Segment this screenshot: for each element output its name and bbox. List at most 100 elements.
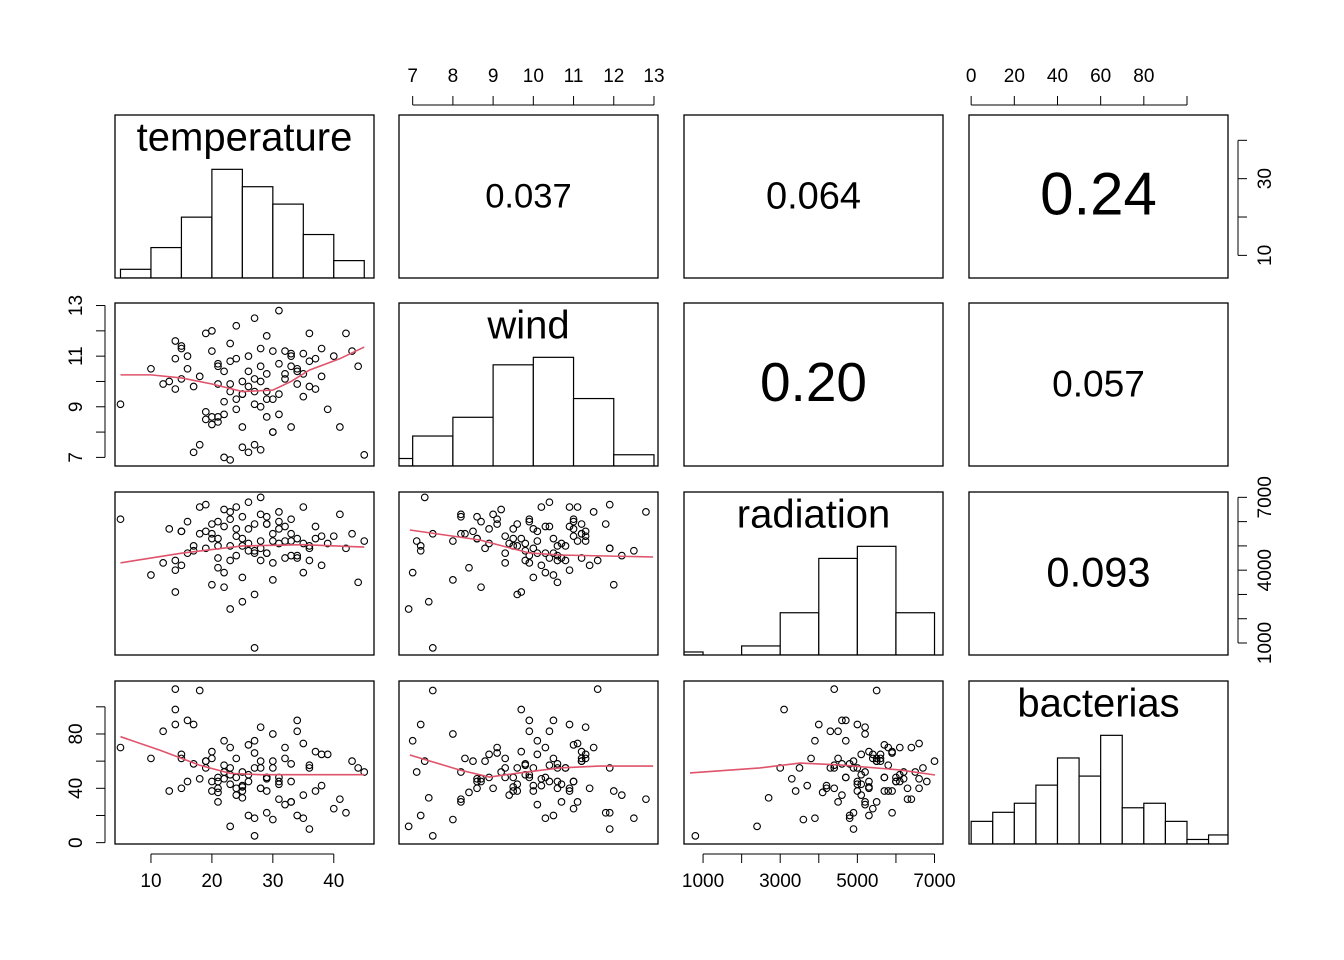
scatter-point <box>244 352 253 361</box>
scatter-point <box>281 743 289 752</box>
scatter-point <box>201 407 210 416</box>
scatter-point <box>195 372 204 381</box>
scatter-point <box>256 344 265 353</box>
panel-frame <box>683 114 944 279</box>
tick-label: 7 <box>66 452 87 463</box>
scatter-point <box>764 793 773 802</box>
tick-label: 30 <box>1255 168 1276 189</box>
scatter-point <box>493 520 501 528</box>
scatter-point <box>232 395 241 404</box>
scatter-point <box>183 517 192 526</box>
scatter-point <box>818 788 827 797</box>
scatter-point <box>642 795 650 804</box>
panel-frame <box>114 491 375 656</box>
scatter-point <box>348 529 356 538</box>
scatter-point <box>226 556 235 565</box>
scatter-point <box>428 686 437 695</box>
scatter-point <box>342 329 350 338</box>
scatter-point <box>857 750 866 759</box>
scatter-point <box>226 380 235 388</box>
scatter-point <box>841 716 850 725</box>
scatter-point <box>545 554 554 562</box>
scatter-point <box>581 527 590 536</box>
scatter-point <box>915 784 923 793</box>
scatter-point <box>317 372 326 381</box>
scatter-point <box>268 347 277 355</box>
scatter-point <box>208 754 216 763</box>
scatter-point <box>317 344 326 353</box>
scatter-point <box>183 364 192 373</box>
scatter-point <box>585 561 594 570</box>
scatter-point <box>317 532 326 541</box>
scatter-point <box>853 764 862 772</box>
scatter-point <box>581 532 590 541</box>
scatter-point <box>329 804 338 813</box>
scatter-point <box>256 556 265 565</box>
scatter-point <box>477 583 485 592</box>
scatter-point <box>493 743 501 752</box>
panel <box>970 734 1228 844</box>
tick-label: 9 <box>488 66 499 87</box>
scatter-point <box>232 321 241 330</box>
scatter-point <box>299 349 308 358</box>
tick-label: 7 <box>407 66 418 87</box>
scatter-point <box>244 525 253 533</box>
scatter-point <box>116 743 125 752</box>
tick-label: 20 <box>1004 66 1025 87</box>
scatter-point <box>849 825 858 833</box>
scatter-point <box>281 754 289 763</box>
scatter-point <box>753 822 761 831</box>
smooth-line <box>409 529 654 558</box>
scatter-point <box>232 503 241 511</box>
scatter-point <box>868 804 877 813</box>
histogram-bar <box>1100 734 1123 844</box>
scatter-point <box>311 354 320 363</box>
tick-label: 80 <box>66 723 87 744</box>
scatter-point <box>226 770 235 779</box>
smooth-line <box>120 346 365 393</box>
scatter-point <box>780 705 788 714</box>
scatter-point <box>262 520 271 528</box>
scatter-point <box>565 787 574 795</box>
scatter-point <box>424 793 433 802</box>
scatter-point <box>857 770 866 779</box>
scatter-point <box>354 578 363 587</box>
panel <box>689 685 939 840</box>
variable-name: bacterias <box>1017 682 1179 726</box>
scatter-point <box>609 787 618 795</box>
scatter-point <box>876 757 885 765</box>
scatter-point <box>549 754 558 763</box>
scatter-point <box>565 720 574 729</box>
scatter-point <box>256 764 265 772</box>
scatter-point <box>171 705 180 714</box>
scatter-point <box>838 791 846 799</box>
scatter-point <box>275 508 283 516</box>
scatter-point <box>147 754 155 763</box>
scatter-point <box>281 370 289 378</box>
scatter-point <box>776 764 785 772</box>
scatter-point <box>268 757 277 765</box>
scatter-point <box>256 445 265 454</box>
scatter-point <box>262 512 271 521</box>
scatter-point <box>892 777 900 786</box>
scatter-point <box>899 774 908 783</box>
scatter-point <box>876 754 885 763</box>
scatter-point <box>189 720 198 729</box>
scatter-point <box>888 749 896 757</box>
scatter-point <box>171 354 180 363</box>
scatter-point <box>238 787 247 795</box>
scatter-point <box>201 415 210 424</box>
scatter-point <box>449 537 457 545</box>
scatter-point <box>238 597 247 606</box>
scatter-point <box>533 537 542 545</box>
scatter-point <box>171 556 180 565</box>
histogram-bar <box>741 645 781 655</box>
scatter-point <box>220 522 228 531</box>
scatter-point <box>226 605 235 613</box>
scatter-point <box>569 525 578 533</box>
scatter-point <box>214 784 222 793</box>
scatter-point <box>485 525 493 533</box>
scatter-point <box>416 811 425 820</box>
scatter-point <box>226 456 235 464</box>
scatter-point <box>189 542 198 550</box>
